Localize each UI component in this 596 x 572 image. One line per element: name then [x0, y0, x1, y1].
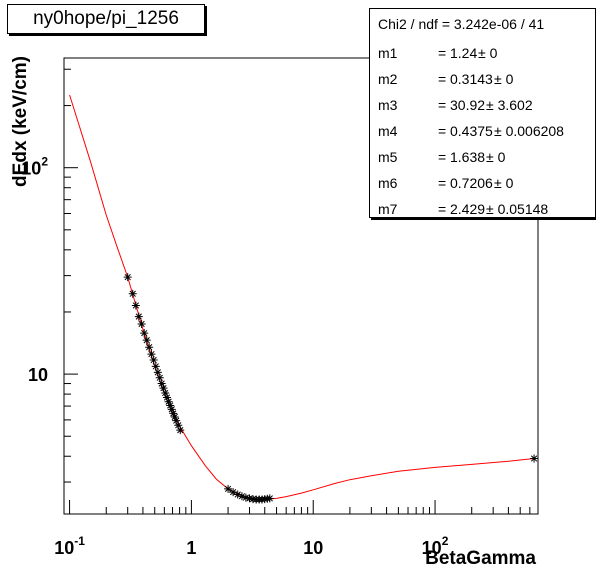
fit-param-m6: m6 = 0.7206 ± 0 [370, 175, 595, 201]
param-value: 0.3143 [450, 71, 493, 87]
param-name: m1 [378, 45, 398, 61]
data-point [167, 405, 176, 414]
data-point [142, 336, 151, 345]
param-equals: = [438, 175, 447, 191]
data-point [159, 384, 168, 393]
data-point [245, 494, 254, 503]
data-point [153, 368, 162, 377]
param-equals: = [438, 71, 447, 87]
param-value: 2.429 [450, 201, 486, 217]
histogram-title: ny0hope/pi_1256 [33, 8, 179, 29]
y-tick-label: 102 [21, 155, 48, 179]
param-error: ± 3.602 [486, 97, 533, 113]
param-name: m3 [378, 97, 398, 113]
x-tick-label: 10-1 [54, 534, 85, 558]
param-name: m2 [378, 71, 398, 87]
x-tick-label: 102 [422, 534, 449, 558]
data-point [157, 379, 166, 388]
data-point [229, 488, 238, 497]
param-value: 1.24 [450, 45, 478, 61]
data-point [131, 301, 140, 310]
data-point [134, 312, 143, 321]
data-point [241, 493, 250, 502]
data-point [140, 329, 149, 338]
data-point [530, 454, 539, 463]
x-axis-label: BetaGamma [425, 548, 536, 569]
param-equals: = [438, 45, 447, 61]
param-equals: = [438, 149, 447, 165]
param-error: ± 0 [486, 149, 506, 165]
data-point [169, 409, 178, 418]
data-point [170, 412, 179, 421]
histogram-title-box: ny0hope/pi_1256 [7, 4, 205, 34]
data-point [164, 397, 173, 406]
param-equals: = [438, 123, 447, 139]
param-value: 30.92 [450, 97, 486, 113]
param-name: m6 [378, 175, 398, 191]
data-point [224, 484, 233, 493]
param-error: ± 0 [478, 45, 498, 61]
fit-param-m2: m2 = 0.3143 ± 0 [370, 71, 595, 97]
chi2-ndf: Chi2 / ndf = 3.242e-06 / 41 [378, 16, 545, 32]
param-equals: = [438, 201, 447, 217]
data-point [161, 388, 170, 397]
fit-param-m3: m3 = 30.92 ± 3.602 [370, 97, 595, 123]
data-points-layer [123, 273, 539, 504]
data-point [155, 373, 164, 382]
data-point [233, 490, 242, 499]
param-value: 0.4375 [450, 123, 493, 139]
fit-param-m1: m1 = 1.24 ± 0 [370, 45, 595, 71]
data-point [147, 350, 156, 359]
data-point [176, 426, 185, 435]
data-point [145, 343, 154, 352]
param-value: 0.7206 [450, 175, 493, 191]
data-point [128, 289, 137, 298]
param-error: ± 0.006208 [494, 123, 564, 139]
param-error: ± 0.05148 [486, 201, 549, 217]
fit-param-m7: m7 = 2.429 ± 0.05148 [370, 201, 595, 217]
param-name: m7 [378, 201, 398, 217]
param-equals: = [438, 97, 447, 113]
y-axis-label: dEdx (keV/cm) [10, 56, 31, 187]
axis-ticks [63, 68, 539, 514]
data-point [172, 416, 181, 425]
param-name: m4 [378, 123, 398, 139]
fit-param-m5: m5 = 1.638 ± 0 [370, 149, 595, 175]
param-name: m5 [378, 149, 398, 165]
data-point [237, 492, 246, 501]
param-error: ± 0 [494, 175, 514, 191]
x-tick-label: 1 [186, 538, 196, 558]
data-point [151, 362, 160, 371]
data-point [166, 401, 175, 410]
data-point [265, 494, 274, 503]
data-point [137, 319, 146, 328]
data-point [162, 393, 171, 402]
data-point [174, 421, 183, 430]
fit-param-m4: m4 = 0.4375 ± 0.006208 [370, 123, 595, 149]
data-point [149, 356, 158, 365]
x-tick-label: 10 [303, 538, 323, 558]
data-point [123, 273, 132, 282]
y-tick-label: 10 [28, 365, 48, 385]
fit-stats-box: Chi2 / ndf = 3.242e-06 / 41 m1 = 1.24 ± 0 m2… [369, 8, 596, 218]
param-value: 1.638 [450, 149, 486, 165]
param-error: ± 0 [494, 71, 514, 87]
